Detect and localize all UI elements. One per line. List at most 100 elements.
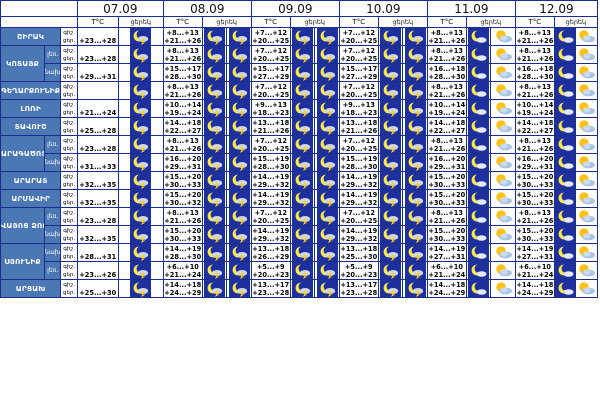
night-label: գիշ․ <box>63 83 75 90</box>
moon-storm-icon <box>291 118 313 135</box>
day-label: ցեր. <box>62 199 76 206</box>
temperature-cell: +14...+18 +22...+27 <box>426 117 467 136</box>
moon-storm-icon <box>228 226 250 243</box>
night-icon-cell <box>377 81 404 100</box>
day-temp: +27...+29 <box>340 72 378 81</box>
night-temp <box>78 281 117 289</box>
day-icon-cell <box>314 225 340 244</box>
moon-cloud-icon <box>468 64 490 81</box>
day-temp: +30...+33 <box>516 234 554 243</box>
weather-icon-cell <box>117 81 164 100</box>
day-temp: +22...+27 <box>428 126 466 135</box>
sun-cloud-icon <box>492 172 514 189</box>
sun-cloud-icon <box>576 100 597 117</box>
day-label: ցեր. <box>62 145 76 152</box>
day-label: ցեր. <box>62 163 76 170</box>
day-temp: +29...+32 <box>340 198 378 207</box>
table-row: ԼՈՌԻ գիշ․ ցեր. +21...+24 +10...+14 +19...+24 +… <box>0 99 598 118</box>
temperature-cell: +8...+13 +21...+26 <box>426 207 467 226</box>
day-icon-cell <box>402 99 428 118</box>
sun-cloud-icon <box>576 154 597 171</box>
night-temp: +16...+20 <box>164 154 202 163</box>
moon-storm-icon <box>316 280 338 297</box>
sun-cloud-icon <box>576 172 597 189</box>
night-temp: +8...+13 <box>430 46 463 55</box>
day-temp: +32...+35 <box>79 234 117 243</box>
moon-storm-icon <box>404 280 426 297</box>
weather-icon-cell <box>117 261 164 280</box>
day-temp: +29...+31 <box>79 72 117 81</box>
date-4: 10.09 <box>338 0 428 17</box>
temperature-cell: +13...+18 +25...+30 <box>338 243 379 262</box>
day-header: ցերեկ <box>465 16 516 28</box>
night-icon-cell <box>377 207 404 226</box>
night-icon-cell <box>289 27 316 46</box>
weather-icon-cell <box>117 171 164 190</box>
date-3: 09.09 <box>250 0 340 17</box>
moon-storm-icon <box>316 226 338 243</box>
temperature-cell: +10...+14 +19...+24 <box>426 99 467 118</box>
temperature-cell: +25...+28 <box>76 117 119 136</box>
night-label: գիշ․ <box>63 263 75 270</box>
day-icon-cell <box>575 63 598 82</box>
day-temp: +28...+30 <box>252 162 290 171</box>
night-temp: +8...+13 <box>518 46 551 55</box>
temperature-cell: +29...+31 <box>76 63 119 82</box>
day-temp: +30...+33 <box>428 180 466 189</box>
temperature-cell: +7...+12 +20...+25 <box>338 45 379 64</box>
moon-cloud-icon <box>555 280 575 297</box>
temperature-cell: +14...+18 +22...+27 <box>514 117 555 136</box>
subregion-label: նախ. <box>44 243 62 262</box>
day-icon-cell <box>402 261 428 280</box>
region-name: ԿՈՏԱՅՔ <box>0 45 46 82</box>
day-temp: +20...+25 <box>340 36 378 45</box>
moon-cloud-icon <box>468 208 490 225</box>
region-name: ՍՅՈՒՆԻՔ <box>0 243 46 280</box>
night-temp: +13...+17 <box>340 280 378 289</box>
night-label: գիշ․ <box>63 281 75 288</box>
temperature-cell: +16...+20 +29...+31 <box>162 153 203 172</box>
night-temp: +7...+12 <box>342 46 375 55</box>
moon-cloud-icon <box>555 154 575 171</box>
night-icon-cell <box>377 63 404 82</box>
moon-storm-icon <box>316 136 338 153</box>
night-icon-cell <box>201 153 228 172</box>
night-temp: +13...+18 <box>252 244 290 253</box>
night-label: գիշ․ <box>63 65 75 72</box>
day-icon-cell <box>490 135 516 154</box>
day-icon-cell <box>226 261 252 280</box>
night-temp <box>78 263 117 271</box>
temperature-cell: +15...+20 +30...+32 <box>162 189 203 208</box>
moon-storm-icon <box>316 100 338 117</box>
day-temp: +20...+23 <box>252 270 290 279</box>
night-temp: +6...+10 <box>430 262 463 271</box>
night-icon-cell <box>377 99 404 118</box>
sun-cloud-icon <box>492 136 514 153</box>
night-temp: +14...+18 <box>516 118 554 127</box>
day-temp: +23...+28 <box>340 288 378 297</box>
temp-header: T°C <box>338 16 379 28</box>
night-icon-cell <box>465 81 492 100</box>
night-icon-cell <box>201 99 228 118</box>
night-icon-cell <box>201 135 228 154</box>
date-6: 12.09 <box>514 0 599 17</box>
night-temp: +8...+13 <box>166 208 199 217</box>
day-temp: +29...+31 <box>516 162 554 171</box>
day-icon-cell <box>226 99 252 118</box>
temperature-cell: +15...+17 +27...+29 <box>338 63 379 82</box>
night-temp: +14...+18 <box>164 118 202 127</box>
night-icon-cell <box>201 45 228 64</box>
sun-cloud-icon <box>492 46 514 63</box>
temperature-cell: +13...+17 +23...+28 <box>250 279 291 298</box>
temperature-cell: +7...+12 +20...+25 <box>250 27 291 46</box>
temperature-cell: +13...+18 +26...+29 <box>250 243 291 262</box>
daypart-label: գիշ․ ցեր. <box>60 243 78 262</box>
day-label: ցեր. <box>62 73 76 80</box>
moon-cloud-icon <box>555 118 575 135</box>
moon-cloud-icon <box>468 190 490 207</box>
moon-cloud-icon <box>555 64 575 81</box>
sun-cloud-icon <box>492 262 514 279</box>
temperature-cell: +15...+20 +30...+33 <box>426 225 467 244</box>
night-temp <box>78 47 117 55</box>
night-temp: +13...+18 <box>340 118 378 127</box>
